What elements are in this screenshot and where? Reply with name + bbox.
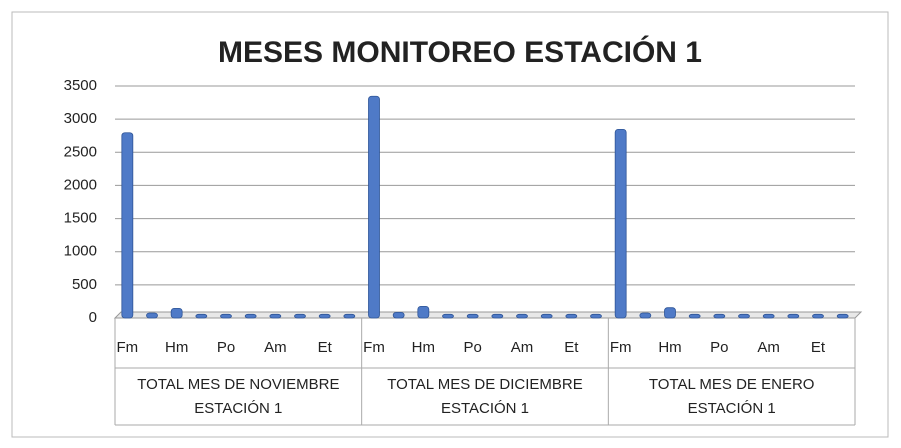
y-tick-label: 1500	[64, 210, 97, 227]
group-label: TOTAL MES DE ENERO ESTACIÓN 1	[648, 376, 815, 417]
bar	[195, 313, 208, 319]
chart-border	[11, 11, 889, 438]
y-tick-label: 2000	[64, 176, 97, 193]
x-tick-label: Fm	[363, 339, 385, 356]
bar	[836, 313, 849, 319]
x-tick-label: Fm	[116, 339, 138, 356]
bar	[121, 132, 134, 319]
chart-title: MESES MONITOREO ESTACIÓN 1	[218, 35, 702, 69]
x-tick-label: Po	[710, 339, 728, 356]
bar	[812, 313, 824, 319]
bar	[516, 313, 528, 319]
x-tick-label: Et	[318, 339, 333, 356]
group-label: TOTAL MES DE NOVIEMBRE ESTACIÓN 1	[137, 376, 340, 417]
bar	[787, 313, 800, 319]
y-tick-label: 3000	[64, 110, 97, 127]
x-tick-label: Am	[511, 339, 534, 356]
bar	[170, 307, 183, 319]
x-tick-label: Hm	[658, 339, 681, 356]
bar	[368, 95, 380, 319]
y-tick-label: 2500	[64, 143, 97, 160]
x-tick-label: Am	[264, 339, 287, 356]
bar	[713, 313, 726, 319]
x-tick-label: Et	[811, 339, 826, 356]
x-tick-label: Hm	[412, 339, 435, 356]
x-tick-label: Po	[217, 339, 235, 356]
bar	[540, 313, 553, 319]
bar	[664, 307, 676, 319]
bar	[466, 313, 479, 319]
bar	[146, 312, 158, 319]
x-tick-label: Po	[463, 339, 481, 356]
y-tick-label: 0	[89, 309, 97, 326]
x-tick-label: Am	[757, 339, 780, 356]
bar	[269, 313, 282, 319]
bar	[220, 313, 232, 319]
bar	[688, 313, 701, 319]
bar	[590, 313, 602, 319]
x-tick-label: Et	[564, 339, 579, 356]
bar	[343, 313, 356, 319]
bar	[392, 311, 405, 319]
bar	[417, 305, 430, 319]
bar	[614, 128, 627, 319]
bar	[639, 312, 652, 319]
x-tick-label: Hm	[165, 339, 188, 356]
bar	[318, 313, 331, 319]
y-tick-label: 1000	[64, 243, 97, 260]
bar	[565, 313, 578, 319]
bar	[442, 313, 454, 319]
group-label: TOTAL MES DE DICIEMBRE ESTACIÓN 1	[387, 376, 583, 417]
bar	[294, 313, 306, 319]
bar	[244, 313, 257, 319]
bar	[762, 313, 775, 319]
bar	[738, 313, 750, 319]
bar	[491, 313, 504, 319]
y-tick-label: 500	[72, 276, 97, 293]
y-tick-label: 3500	[64, 77, 97, 94]
x-tick-label: Fm	[610, 339, 632, 356]
